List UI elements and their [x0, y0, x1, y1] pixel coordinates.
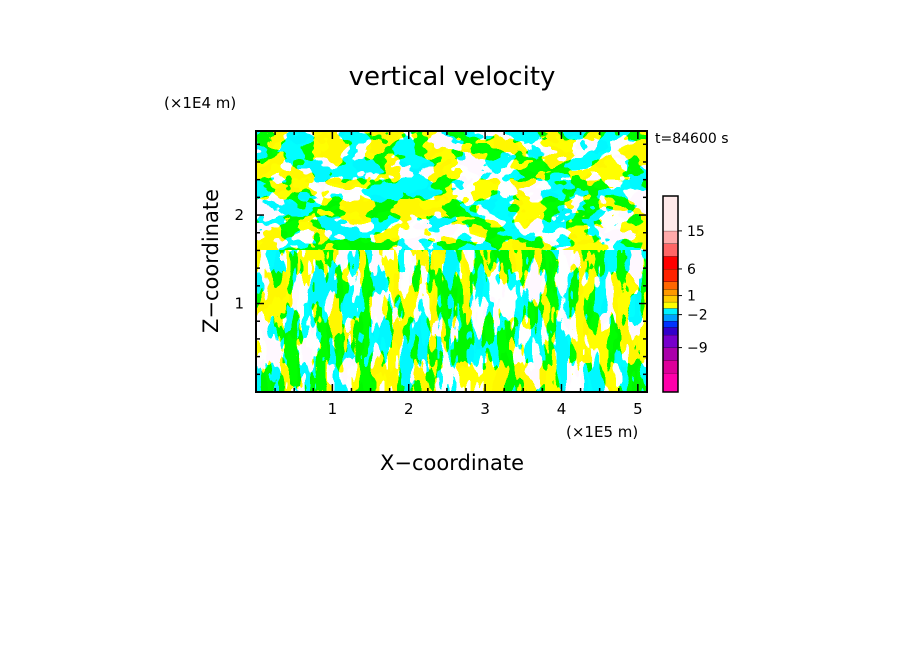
colorbar-band: [663, 281, 678, 290]
colorbar-band: [663, 295, 678, 302]
y-tick-label: 2: [234, 206, 244, 224]
colorbar-band: [663, 289, 678, 296]
colorbar: [663, 195, 678, 392]
x-axis-unit: (×1E5 m): [566, 423, 638, 441]
x-tick-label: 1: [328, 400, 338, 418]
colorbar-band: [663, 372, 678, 392]
x-tick-label: 4: [557, 400, 567, 418]
x-tick-label: 3: [480, 400, 490, 418]
chart-title: vertical velocity: [349, 62, 556, 92]
y-tick-label: 1: [234, 295, 244, 313]
colorbar-band: [663, 256, 678, 269]
colorbar-band: [663, 196, 678, 231]
colorbar-band: [663, 230, 678, 244]
colorbar-band: [663, 243, 678, 257]
colorbar-tick-label: −9: [687, 341, 708, 357]
x-axis-ticks: 1 2 3 4 5: [274, 131, 643, 418]
colorbar-frame: [662, 195, 679, 393]
colorbar-labels: 15 6 1 −2 −9: [678, 224, 708, 357]
colorbar-band: [663, 268, 678, 282]
colorbar-band: [663, 334, 678, 348]
y-axis-title: Z−coordinate: [199, 189, 223, 333]
x-tick-label: 5: [633, 400, 643, 418]
colorbar-band: [663, 301, 678, 309]
colorbar-tick-label: 6: [687, 262, 696, 278]
colorbar-tick-label: 1: [687, 289, 696, 305]
colorbar-band: [663, 360, 678, 373]
velocity-field: [256, 131, 647, 392]
plot-frame: [255, 130, 648, 393]
y-axis-ticks: 12: [234, 143, 647, 376]
colorbar-band: [663, 320, 678, 328]
colorbar-band: [663, 347, 678, 361]
x-tick-label: 2: [404, 400, 414, 418]
colorbar-band: [663, 308, 678, 315]
time-label: t=84600 s: [655, 131, 729, 147]
colorbar-tick-label: 15: [687, 224, 705, 240]
y-axis-unit: (×1E4 m): [164, 94, 236, 112]
colorbar-tick-label: −2: [687, 308, 708, 324]
colorbar-band: [663, 327, 678, 335]
x-axis-title: X−coordinate: [380, 451, 524, 475]
colorbar-band: [663, 314, 678, 321]
